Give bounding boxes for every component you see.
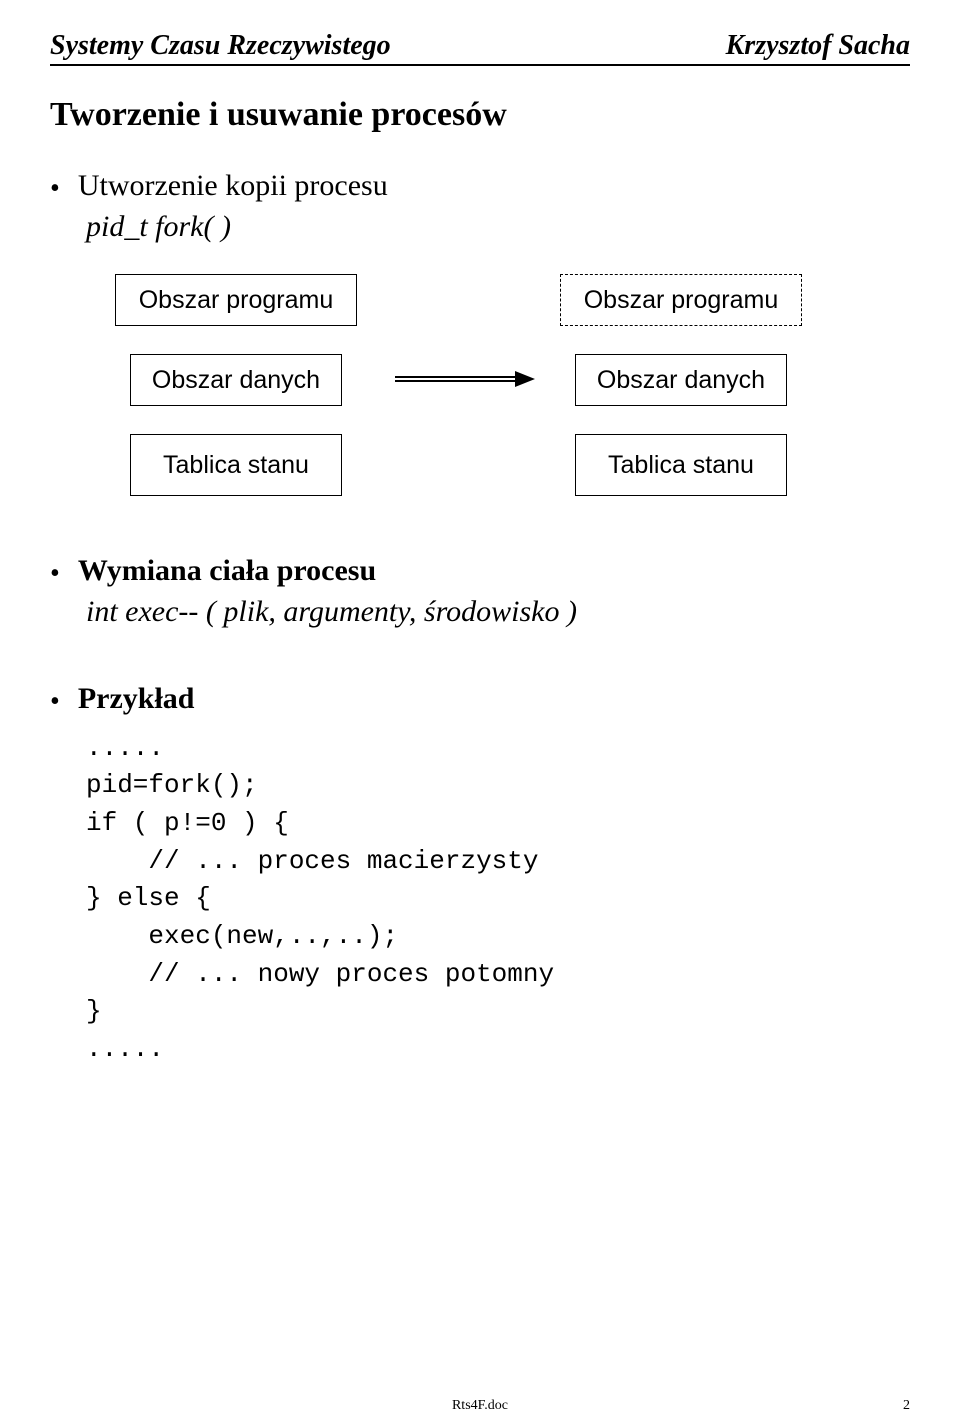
fork-diagram: Obszar programu Obszar danych Tablica st… [90,274,910,514]
page-title: Tworzenie i usuwanie procesów [50,96,910,134]
bullet-icon: • [50,682,60,721]
header-left: Systemy Czasu Rzeczywistego [50,30,391,62]
section-example: • Przykład ..... pid=fork(); if ( p!=0 )… [50,682,910,1068]
section3-heading: Przykład [78,682,195,716]
bullet-icon: • [50,554,60,593]
box-left-program: Obszar programu [115,274,357,326]
section1-heading: Utworzenie kopii procesu [78,169,388,203]
section2-heading: Wymiana ciała procesu [78,554,376,588]
section-create-copy: • Utworzenie kopii procesu pid_t fork( ) [50,169,910,244]
example-code: ..... pid=fork(); if ( p!=0 ) { // ... p… [86,730,910,1069]
header-right: Krzysztof Sacha [726,30,910,62]
arrow-icon [390,369,540,389]
box-right-program: Obszar programu [560,274,802,326]
box-right-data: Obszar danych [575,354,787,406]
bullet-icon: • [50,169,60,208]
page-header: Systemy Czasu Rzeczywistego Krzysztof Sa… [50,30,910,66]
section2-sub: int exec-- ( plik, argumenty, środowisko… [86,595,910,629]
box-left-state: Tablica stanu [130,434,342,496]
footer-file: Rts4F.doc [0,1398,960,1414]
box-right-state: Tablica stanu [575,434,787,496]
footer-page: 2 [903,1398,910,1414]
section-exchange-body: • Wymiana ciała procesu int exec-- ( pli… [50,554,910,629]
box-left-data: Obszar danych [130,354,342,406]
section1-sub: pid_t fork( ) [86,210,910,244]
